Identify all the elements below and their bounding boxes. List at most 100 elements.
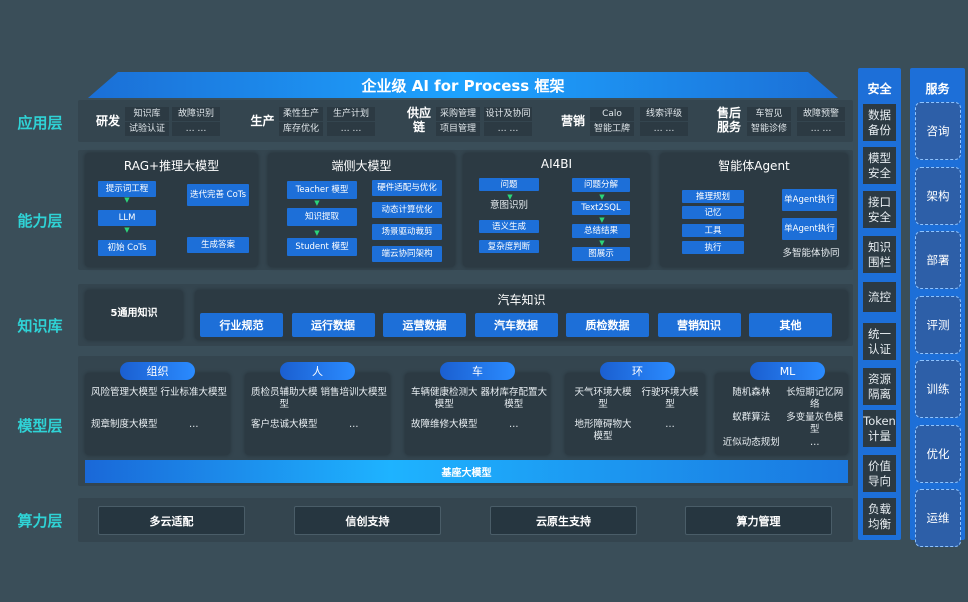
security-item[interactable]: 模型安全 [863, 147, 896, 184]
security-item[interactable]: 知识围栏 [863, 236, 896, 273]
model-item[interactable]: … [665, 419, 675, 430]
security-item[interactable]: 资源隔离 [863, 368, 896, 405]
model-item[interactable]: 车辆健康检测大模型 [410, 387, 478, 410]
app-item[interactable]: 智能诊修 [747, 122, 791, 136]
app-item[interactable]: 柔性生产 [279, 107, 323, 121]
model-item[interactable]: … [509, 419, 519, 430]
compute-item[interactable]: 多云适配 [98, 506, 245, 535]
layer-label: 模型层 [17, 417, 63, 435]
model-item[interactable]: 故障维修大模型 [410, 419, 478, 430]
security-item[interactable]: 价值导向 [863, 455, 896, 492]
agent-step: 工具 [682, 224, 744, 237]
model-item[interactable]: 天气环境大模型 [574, 387, 632, 410]
knowledge-item[interactable]: 营销知识 [657, 313, 741, 337]
app-item[interactable]: 设计及协同 [484, 107, 532, 121]
layer-label: 知识库 [17, 317, 63, 335]
model-item[interactable]: 器材库存配置大模型 [480, 387, 547, 410]
knowledge-item[interactable]: 行业规范 [200, 313, 283, 337]
model-item[interactable]: 规章制度大模型 [90, 419, 158, 430]
compute-item[interactable]: 云原生支持 [490, 506, 637, 535]
arrow-icon: ▼ [124, 196, 130, 204]
model-item[interactable]: 销售培训大模型 [320, 387, 387, 398]
app-item[interactable]: 采购管理 [436, 107, 480, 121]
model-item[interactable]: 客户忠诚大模型 [250, 419, 318, 430]
model-item[interactable]: … [349, 419, 359, 430]
model-item[interactable]: 地形障碍物大模型 [574, 419, 632, 442]
service-item[interactable]: 评测 [915, 295, 961, 354]
model-item[interactable]: 长短期记忆网络 [786, 387, 844, 410]
app-item[interactable]: … … [484, 122, 532, 136]
model-item[interactable]: … [810, 437, 820, 448]
service-item[interactable]: 训练 [915, 360, 961, 418]
app-item[interactable]: … … [327, 122, 375, 136]
model-item[interactable]: 蚁群算法 [732, 412, 771, 423]
arrow-icon: ▼ [124, 226, 130, 234]
app-group-label: 生产 [250, 114, 275, 128]
app-item[interactable]: 项目管理 [436, 122, 480, 136]
arrow-icon: ▼ [507, 193, 513, 201]
app-item[interactable]: 故障预警 [797, 107, 845, 121]
app-item[interactable]: 知识库 [125, 107, 169, 121]
model-panel [715, 373, 848, 455]
general-knowledge: 5通用知识 [110, 308, 158, 319]
rag-step: LLM [98, 210, 156, 226]
ai4bi-step: 语义生成 [479, 220, 539, 233]
app-item[interactable]: … … [172, 122, 220, 136]
service-item[interactable]: 部署 [915, 231, 961, 289]
security-item[interactable]: 数据备份 [863, 104, 896, 141]
app-item[interactable]: 试验认证 [125, 122, 169, 136]
ai4bi-step: 问题 [479, 178, 539, 191]
service-item[interactable]: 优化 [915, 424, 961, 483]
service-item[interactable]: 架构 [915, 166, 961, 225]
service-item[interactable]: 咨询 [915, 102, 961, 160]
arrow-icon: ▼ [314, 199, 320, 207]
app-item[interactable]: 车智见 [747, 107, 791, 121]
base-model-bar: 基座大模型 [85, 460, 848, 483]
compute-item[interactable]: 信创支持 [294, 506, 441, 535]
model-item[interactable]: 行驶环境大模型 [641, 387, 699, 410]
model-panel [85, 373, 230, 455]
ai4bi-step: 图展示 [572, 247, 630, 261]
knowledge-item[interactable]: 汽车数据 [474, 313, 558, 337]
security-item[interactable]: 统一认证 [863, 323, 896, 360]
framework-title: 企业级 AI for Process 框架 [88, 72, 838, 98]
knowledge-item[interactable]: 质检数据 [566, 313, 649, 337]
app-item[interactable]: … … [797, 122, 845, 136]
security-item[interactable]: 负载均衡 [863, 498, 896, 535]
security-item[interactable]: 流控 [863, 282, 896, 312]
edge-feature: 硬件适配与优化 [372, 180, 442, 196]
security-item[interactable]: 接口安全 [863, 191, 896, 228]
model-item[interactable]: 随机森林 [732, 387, 771, 398]
app-group-label: 售后服务 [716, 106, 741, 134]
app-item[interactable]: 线索评级 [640, 107, 688, 121]
knowledge-item[interactable]: 其他 [749, 313, 832, 337]
model-panel [565, 373, 705, 455]
app-item[interactable]: 智能工牌 [590, 122, 634, 136]
arrow-icon: ▼ [599, 193, 605, 201]
model-item[interactable]: … [189, 419, 199, 430]
layer-label: 应用层 [17, 114, 63, 132]
ai4bi-step: 问题分解 [572, 178, 630, 192]
agent-exec: 单Agent执行 [782, 218, 837, 240]
app-item[interactable]: 库存优化 [279, 122, 323, 136]
model-item[interactable]: 近似动态规划 [722, 437, 780, 448]
app-item[interactable]: 故障识别 [172, 107, 220, 121]
ai4bi-step: 总结结果 [572, 224, 630, 238]
service-item[interactable]: 运维 [915, 489, 961, 547]
model-category-pill: 车 [440, 362, 515, 380]
app-item[interactable]: 生产计划 [327, 107, 375, 121]
app-item[interactable]: … … [640, 122, 688, 136]
model-item[interactable]: 质检员辅助大模型 [250, 387, 318, 410]
model-item[interactable]: 行业标准大模型 [160, 387, 227, 398]
app-item[interactable]: Calo [590, 107, 634, 121]
knowledge-item[interactable]: 运营数据 [383, 313, 466, 337]
service-title: 服务 [925, 82, 950, 96]
model-item[interactable]: 风险管理大模型 [90, 387, 158, 398]
agent-step: 执行 [682, 241, 744, 254]
knowledge-item[interactable]: 运行数据 [291, 313, 375, 337]
auto-knowledge-title: 汽车知识 [497, 293, 546, 307]
model-item[interactable]: 多变量灰色模型 [786, 412, 844, 435]
panel-title: 智能体Agent [718, 159, 790, 173]
compute-item[interactable]: 算力管理 [685, 506, 832, 535]
security-item[interactable]: Token计量 [863, 410, 896, 447]
